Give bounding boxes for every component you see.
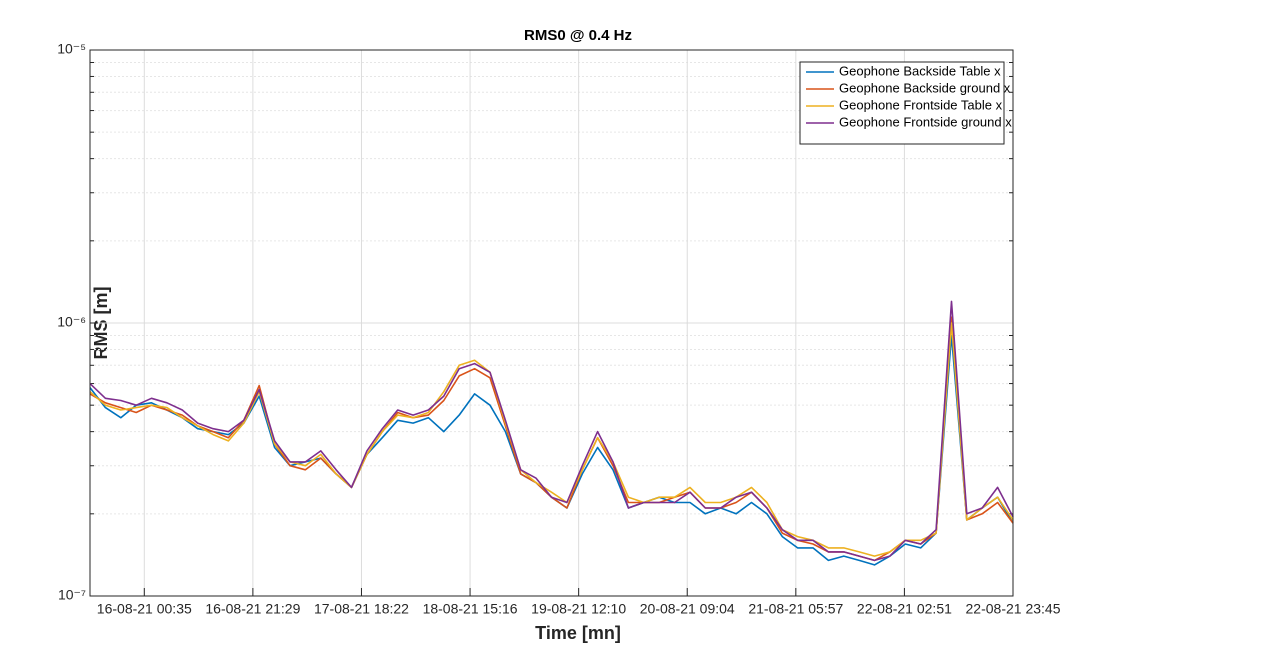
x-tick-label: 16-08-21 00:35 xyxy=(97,601,192,617)
x-axis-label: Time [mn] xyxy=(535,623,621,643)
x-tick-label: 17-08-21 18:22 xyxy=(314,601,409,617)
x-tick-label: 22-08-21 02:51 xyxy=(857,601,952,617)
x-tick-label: 21-08-21 05:57 xyxy=(748,601,843,617)
legend-box xyxy=(799,61,1005,145)
y-tick-label: 10⁻⁷ xyxy=(58,587,86,603)
y-tick-label: 10⁻⁶ xyxy=(57,314,86,330)
legend-label: Geophone Frontside Table x xyxy=(839,97,1003,112)
legend-label: Geophone Backside Table x xyxy=(839,63,1001,78)
legend-label: Geophone Frontside ground x xyxy=(839,114,1012,129)
x-tick-label: 20-08-21 09:04 xyxy=(640,601,735,617)
series-line xyxy=(89,322,1014,557)
legend-label: Geophone Backside ground x xyxy=(839,80,1011,95)
x-tick-label: 18-08-21 15:16 xyxy=(423,601,518,617)
series-line xyxy=(89,300,1014,562)
x-tick-label: 16-08-21 21:29 xyxy=(205,601,300,617)
x-tick-label: 19-08-21 12:10 xyxy=(531,601,626,617)
y-tick-label: 10⁻⁵ xyxy=(57,41,86,57)
axes-box xyxy=(89,49,1014,597)
x-tick-label: 22-08-21 23:45 xyxy=(966,601,1061,617)
legend: Geophone Backside Table x Geophone Backsi… xyxy=(799,61,1012,145)
chart-title: RMS0 @ 0.4 Hz xyxy=(524,27,632,44)
